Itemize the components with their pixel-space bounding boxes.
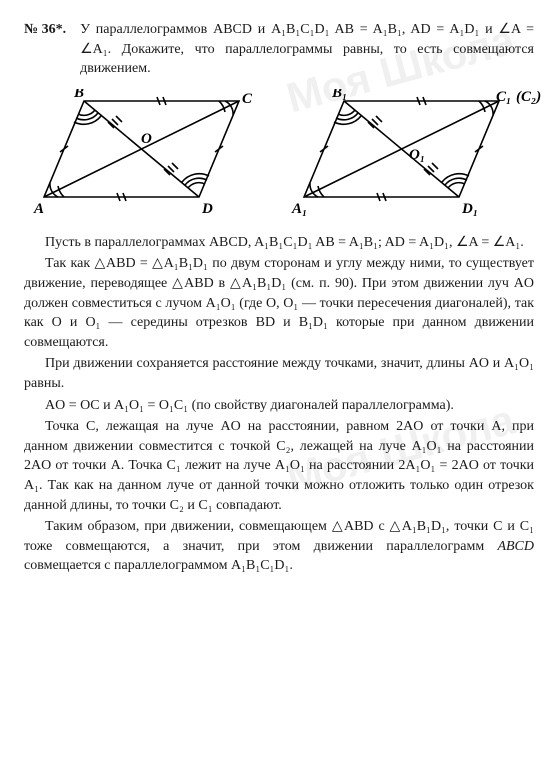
solution-p5: Точка C, лежащая на луче AO на расстояни… bbox=[24, 417, 534, 515]
label-O1: O₁ bbox=[409, 147, 425, 163]
solution-p3: При движении сохраняется расстояние межд… bbox=[24, 354, 534, 393]
figure-left: A B C D O bbox=[24, 89, 272, 219]
label-A1: A₁ bbox=[291, 201, 307, 217]
problem-statement: У параллелограммов ABCD и A₁B₁C₁D₁ AB = … bbox=[80, 20, 534, 79]
label-C: C bbox=[242, 91, 253, 107]
solution-p6-ital: ABCD bbox=[497, 539, 534, 554]
label-O: O bbox=[141, 131, 152, 147]
solution-p1: Пусть в параллелограммах ABCD, A₁B₁C₁D₁ … bbox=[24, 233, 534, 253]
solution-p6: Таким образом, при движении, совмещающем… bbox=[24, 517, 534, 576]
solution-p6b: совмещается с параллелограммом A₁B₁C₁D₁. bbox=[24, 558, 293, 573]
problem-number: № 36*. bbox=[24, 20, 66, 79]
label-D: D bbox=[201, 201, 213, 217]
label-C1: C₁ bbox=[496, 89, 511, 105]
label-C2: (C₂) bbox=[516, 89, 541, 105]
label-A: A bbox=[33, 201, 44, 217]
label-D1: D₁ bbox=[461, 201, 478, 217]
solution-p6a: Таким образом, при движении, совмещающем… bbox=[24, 519, 534, 554]
label-B1: B₁ bbox=[331, 89, 347, 101]
label-B: B bbox=[73, 89, 84, 101]
figure-right: A₁ B₁ C₁ (C₂) D₁ O₁ bbox=[284, 89, 544, 219]
figures-row: A B C D O bbox=[24, 89, 534, 219]
solution-p4: AO = OC и A₁O₁ = O₁C₁ (по свойству диаго… bbox=[24, 396, 534, 416]
solution-p2: Так как △ABD = △A₁B₁D₁ по двум сторонам … bbox=[24, 254, 534, 352]
problem-header: № 36*. У параллелограммов ABCD и A₁B₁C₁D… bbox=[24, 20, 534, 79]
